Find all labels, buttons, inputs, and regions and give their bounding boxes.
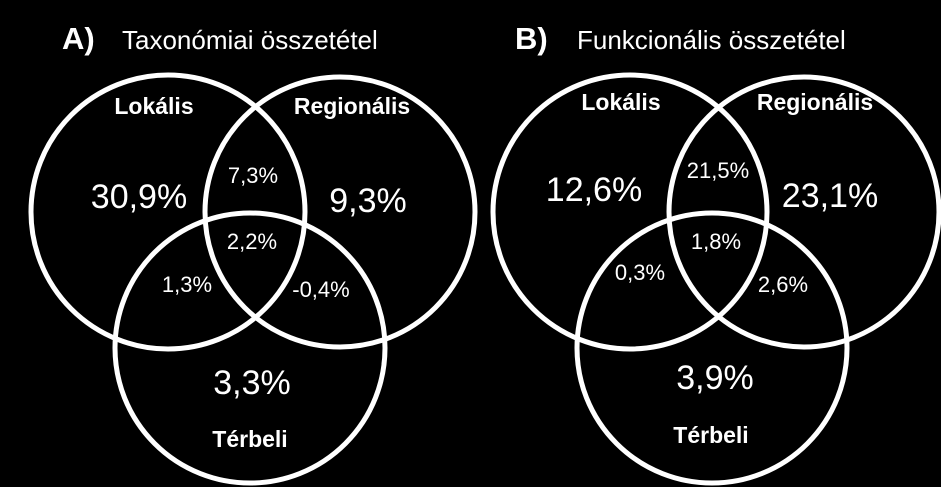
panel-b-local-circle — [490, 72, 770, 352]
panel-a-local-spatial-value: 1,3% — [162, 272, 212, 297]
panel-a-local-regional-value: 7,3% — [228, 163, 278, 188]
panel-b-regional-only-value: 23,1% — [782, 177, 878, 215]
panel-a-local-label: Lokális — [114, 93, 193, 119]
panel-a: A) Taxonómiai összetétel Lokális Regioná… — [28, 21, 478, 486]
panel-b-regional-spatial-value: 2,6% — [758, 272, 808, 297]
panel-a-regional-spatial-value: -0,4% — [292, 277, 349, 302]
panel-b-title: Funkcionális összetétel — [577, 25, 846, 55]
panel-b-local-only-value: 12,6% — [546, 171, 642, 209]
panel-b-local-label: Lokális — [581, 89, 660, 115]
panel-b-local-spatial-value: 0,3% — [615, 260, 665, 285]
panel-a-local-circle — [28, 72, 308, 352]
panel-a-spatial-label: Térbeli — [212, 426, 287, 452]
panel-a-regional-only-value: 9,3% — [329, 182, 407, 220]
panel-b-regional-label: Regionális — [757, 89, 873, 115]
panel-a-regional-circle — [202, 74, 478, 350]
panel-b-spatial-only-value: 3,9% — [676, 359, 754, 397]
panel-a-local-only-value: 30,9% — [91, 178, 187, 216]
panel-b-local-regional-value: 21,5% — [687, 158, 749, 183]
panel-b-spatial-circle — [574, 210, 850, 486]
panel-b: B) Funkcionális összetétel Lokális Regio… — [490, 21, 941, 486]
panel-a-all-three-value: 2,2% — [227, 229, 277, 254]
panel-a-regional-label: Regionális — [294, 93, 410, 119]
panel-a-title: Taxonómiai összetétel — [122, 25, 378, 55]
panel-a-spatial-only-value: 3,3% — [213, 364, 291, 402]
panel-a-letter: A) — [62, 21, 95, 56]
panel-b-all-three-value: 1,8% — [691, 229, 741, 254]
panel-b-spatial-label: Térbeli — [673, 422, 748, 448]
panel-b-letter: B) — [515, 21, 548, 56]
panel-b-regional-circle — [666, 74, 941, 350]
panel-a-spatial-circle — [112, 210, 388, 486]
